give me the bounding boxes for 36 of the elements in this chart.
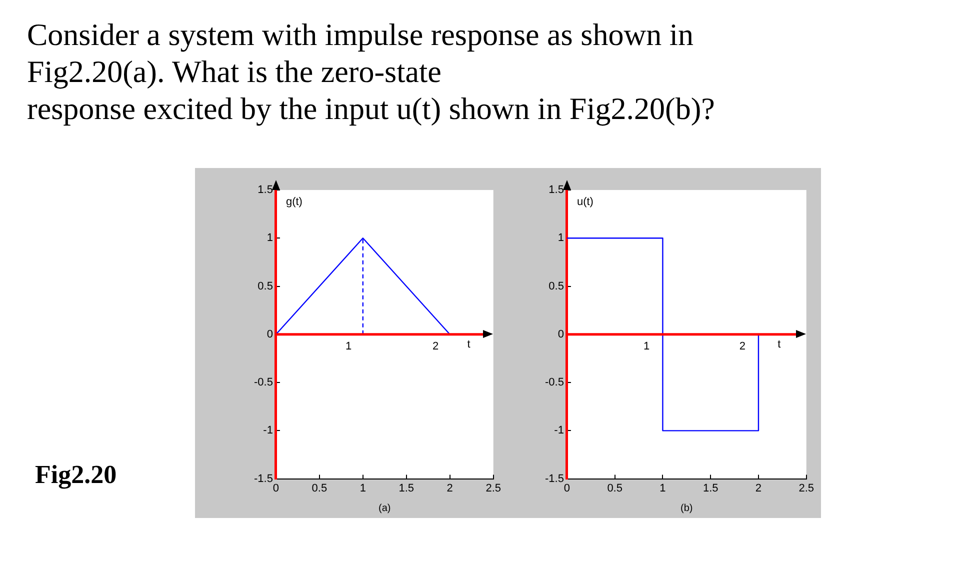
- x-tick-label: 2: [446, 482, 453, 494]
- y-tick-label: -1.5: [544, 472, 564, 485]
- x-tick-label: 1: [360, 482, 366, 494]
- y-tick-label: -0.5: [544, 376, 564, 389]
- annotation: g(t): [286, 196, 302, 208]
- y-tick-label: -1: [263, 424, 273, 437]
- x-axis-title: (b): [680, 502, 693, 514]
- y-tick-label: -1: [554, 424, 564, 437]
- y-tick-label: -1.5: [254, 472, 273, 485]
- y-tick-label: 1.5: [548, 184, 564, 196]
- annotation: 1: [644, 340, 650, 352]
- y-tick-label: 0.5: [548, 280, 564, 292]
- annotation: t: [778, 338, 781, 350]
- x-tick-label: 1.5: [702, 482, 718, 494]
- x-tick-label: 2.5: [486, 482, 502, 494]
- y-tick-label: 1: [266, 232, 273, 244]
- y-tick-label: 0: [266, 328, 273, 340]
- x-tick-label: 2.5: [798, 482, 814, 494]
- x-axis-title: (a): [378, 502, 391, 514]
- annotation: 1: [346, 340, 352, 352]
- y-tick-label: 0: [558, 328, 564, 340]
- annotation: 2: [739, 340, 746, 352]
- annotation: 2: [432, 340, 439, 352]
- x-tick-label: 2: [755, 482, 762, 494]
- annotation: u(t): [576, 196, 594, 208]
- x-tick-label: 0.5: [312, 482, 328, 494]
- x-tick-label: 1.5: [398, 482, 414, 494]
- y-tick-label: 1: [558, 232, 564, 244]
- x-tick-label: 1: [660, 482, 666, 494]
- y-tick-label: -0.5: [254, 376, 273, 389]
- y-tick-label: 0.5: [258, 280, 273, 292]
- y-tick-label: 1.5: [258, 184, 273, 196]
- annotation: t: [467, 338, 470, 350]
- x-tick-label: 0.5: [607, 482, 622, 494]
- chart-title: Consider a system with impulse response as shown in Fig2.20(a). What is the zero-state response excited by the input u(t) shown in Fig2.20(b)?: [27, 16, 716, 127]
- caption: Fig2.20: [35, 460, 117, 490]
